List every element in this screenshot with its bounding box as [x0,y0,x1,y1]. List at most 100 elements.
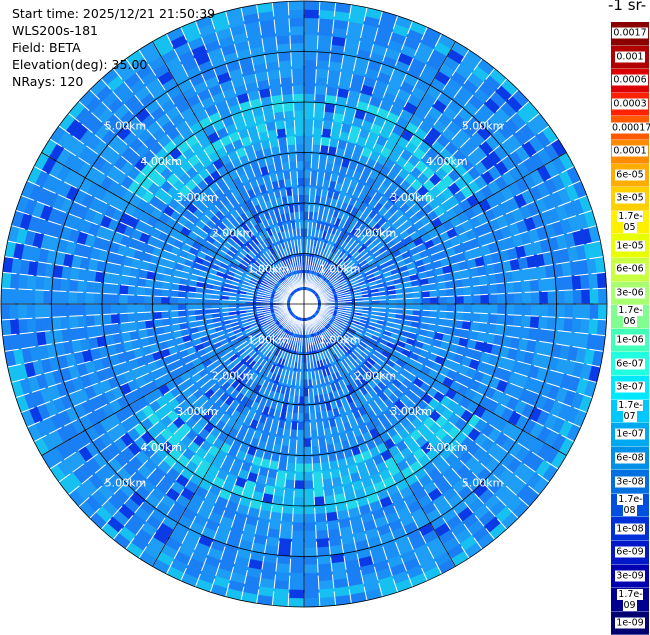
range-gate-cell [169,297,178,304]
range-gate-cell [430,297,439,304]
range-gate-cell [85,281,94,293]
colorbar-cell: 0.0006 [611,69,649,93]
range-gate-cell [505,282,514,293]
range-gate-cell [68,292,77,304]
range-gate-cell [455,304,464,312]
range-gate-cell [110,294,119,304]
range-gate-cell [77,315,86,327]
range-gate-cell [556,290,565,304]
range-gate-cell [293,94,304,103]
range-gate-cell [304,1,320,10]
range-gate-cell [1,304,10,320]
range-gate-cell [161,304,170,311]
range-gate-cell [178,297,187,304]
range-gate-cell [311,161,319,170]
range-gate-cell [304,110,314,119]
colorbar-cell: 3e-06 [611,282,649,306]
range-gate-cell [480,285,489,295]
range-gate-cell [296,455,304,464]
range-gate-cell [539,291,548,304]
range-gate-cell [304,447,312,456]
range-gate-cell [312,144,321,153]
ppi-plot: 1.00km1.00km1.00km1.00km2.00km2.00km2.00… [0,0,650,610]
range-gate-cell [565,304,574,318]
range-gate-cell [438,311,447,319]
range-gate-cell [304,590,319,599]
range-gate-cell [304,539,317,548]
range-gate-cell [463,286,472,295]
colorbar-tick-label: 6e-05 [611,169,649,180]
range-gate-cell [10,273,20,289]
range-gate-cell [304,598,320,607]
nrays-text: NRays: 120 [12,74,83,89]
range-gate-cell [319,1,335,11]
range-gate-cell [287,455,296,464]
range-gate-cell [514,304,523,315]
range-gate-cell [282,505,293,514]
colorbar-cell: 1.7e-07 [611,400,649,424]
colorbar-cell: 6e-07 [611,352,649,376]
range-gate-cell [111,284,120,295]
range-gate-cell [522,315,531,327]
range-gate-cell [286,127,296,136]
colorbar-cell: 1.7e-05 [611,211,649,235]
range-gate-cell [317,547,331,556]
range-gate-cell [60,304,69,317]
range-gate-cell [119,285,128,295]
range-gate-cell [304,161,311,170]
range-ring-label: 4.00km [426,155,468,168]
colorbar-tick-label: 6e-07 [611,358,649,369]
colorbar-tick-label: 1e-09 [611,618,649,629]
range-gate-cell [565,290,574,304]
range-gate-cell [315,94,326,103]
range-gate-cell [304,573,319,582]
range-gate-cell [311,153,319,162]
range-gate-cell [35,290,44,304]
range-gate-cell [285,119,295,128]
colorbar-tick-label: 1e-06 [611,335,649,346]
range-gate-cell [127,295,136,304]
range-gate-cell [43,304,52,318]
range-gate-cell [291,60,304,69]
range-gate-cell [316,60,329,69]
range-ring-label: 1.00km [248,262,290,275]
range-gate-cell [304,413,310,422]
range-gate-cell [85,315,94,327]
range-gate-cell [304,523,316,532]
range-gate-cell [313,127,323,136]
range-gate-cell [304,119,314,128]
range-gate-cell [590,304,599,319]
range-gate-cell [289,438,297,447]
range-gate-cell [297,169,304,178]
range-gate-cell [288,153,296,162]
range-gate-cell [284,488,295,497]
range-gate-cell [464,304,473,313]
range-gate-cell [110,304,119,314]
colorbar-cell: 1e-07 [611,423,649,447]
range-gate-cell [111,323,121,334]
range-gate-cell [86,326,96,338]
range-gate-cell [304,581,319,590]
range-gate-cell [531,292,540,304]
range-gate-cell [278,60,291,69]
range-gate-cell [318,27,333,37]
range-gate-cell [304,455,312,464]
colorbar-tick-label: 1.7e-09 [611,589,649,611]
range-gate-cell [304,556,318,565]
range-ring-label: 3.00km [390,405,432,418]
range-gate-cell [27,275,37,290]
colorbar-tick-label: 0.0017 [611,28,649,39]
range-gate-cell [102,293,111,304]
range-gate-cell [446,288,455,296]
range-gate-cell [597,272,607,288]
range-gate-cell [438,304,447,311]
range-gate-cell [128,322,138,332]
range-gate-cell [573,304,582,319]
range-gate-cell [513,315,522,327]
colorbar-cell: 1e-06 [611,329,649,353]
range-gate-cell [530,279,539,292]
range-gate-cell [472,304,481,313]
range-gate-cell [290,565,304,574]
range-gate-cell [279,69,292,78]
range-gate-cell [316,538,329,547]
